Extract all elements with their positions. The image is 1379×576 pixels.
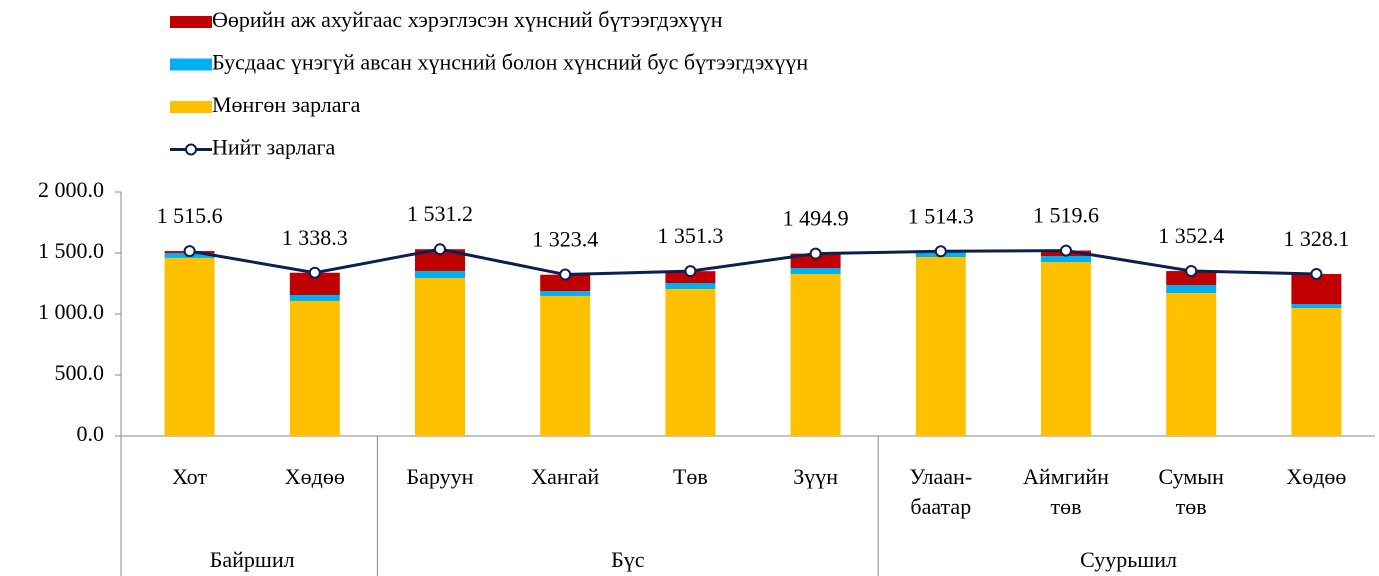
value-label: 1 494.9 <box>783 206 849 231</box>
legend-swatch <box>170 101 212 113</box>
bar-segment <box>1166 293 1217 436</box>
value-label: 1 352.4 <box>1158 223 1224 248</box>
value-label: 1 531.2 <box>407 201 473 226</box>
bar-segment <box>540 295 591 436</box>
bar-segment <box>790 253 841 269</box>
bar-segment <box>415 278 465 436</box>
line-marker <box>1310 267 1323 280</box>
bar-segment <box>540 274 591 292</box>
x-tick-label: Хот <box>172 464 207 489</box>
legend-swatch <box>170 58 212 71</box>
bar-segment <box>1041 256 1091 263</box>
bar-segment <box>164 257 215 436</box>
x-tick-label: Төв <box>672 464 708 489</box>
line-marker <box>684 265 697 278</box>
value-label: 1 514.3 <box>908 203 974 228</box>
bar-segment <box>665 283 716 289</box>
bar-segment <box>790 268 841 274</box>
legend-swatch <box>170 16 212 28</box>
value-label: 1 519.6 <box>1033 203 1099 228</box>
legend-marker <box>185 143 197 156</box>
group-label: Бүс <box>611 547 645 572</box>
line-marker <box>1060 244 1072 257</box>
bar-segment <box>1291 308 1342 436</box>
legend-label: Бусдаас үнэгүй авсан хүнсний болон хүнсн… <box>212 50 808 75</box>
line-marker <box>1185 265 1198 278</box>
legend-label: Нийт зарлага <box>212 135 335 160</box>
group-label: Суурьшил <box>1080 547 1177 572</box>
bar-segment <box>289 272 340 295</box>
y-tick-label: 0.0 <box>77 421 105 446</box>
bar-segment <box>790 273 841 436</box>
group-label: Байршил <box>210 547 295 572</box>
y-tick-label: 1 500.0 <box>38 238 104 263</box>
bar-segment <box>415 271 465 279</box>
bar-segment <box>540 291 591 296</box>
bar-segment <box>1166 271 1217 285</box>
line-marker <box>434 243 446 256</box>
bar-segment <box>1041 262 1091 436</box>
bar-segment <box>1291 303 1342 309</box>
line-marker <box>559 268 572 281</box>
bar-segment <box>289 300 340 436</box>
line-marker <box>809 247 822 260</box>
y-tick-label: 2 000.0 <box>38 177 104 202</box>
x-tick-label: Хангай <box>531 464 600 489</box>
bar-segment <box>915 257 966 436</box>
legend-label: Өөрийн аж ахуйгаас хэрэглэсэн хүнсний бү… <box>212 7 723 32</box>
x-tick-label: Баруун <box>406 464 474 489</box>
x-tick-label: Сумын төв <box>1158 464 1224 519</box>
bar-segment <box>1166 284 1217 294</box>
x-tick-label: Улаан- баатар <box>909 464 973 519</box>
value-label: 1 338.3 <box>282 225 348 250</box>
line-marker <box>934 245 947 258</box>
total-line <box>189 247 1317 277</box>
x-tick-label: Хөдөө <box>1286 464 1347 489</box>
line-marker <box>183 245 196 258</box>
legend-label: Мөнгөн зарлага <box>212 92 361 117</box>
x-tick-label: Аймгийн төв <box>1023 464 1109 519</box>
value-label: 1 328.1 <box>1283 226 1349 251</box>
bar-segment <box>415 249 465 272</box>
y-tick-label: 1 000.0 <box>38 299 104 324</box>
y-tick-label: 500.0 <box>55 360 105 385</box>
line-marker <box>308 266 321 279</box>
x-tick-label: Зүүн <box>793 464 838 489</box>
bar-segment <box>665 288 716 436</box>
bar-segment <box>289 294 340 301</box>
value-label: 1 323.4 <box>532 227 598 252</box>
value-label: 1 515.6 <box>157 203 223 228</box>
x-tick-label: Хөдөө <box>284 464 345 489</box>
value-label: 1 351.3 <box>657 223 723 248</box>
